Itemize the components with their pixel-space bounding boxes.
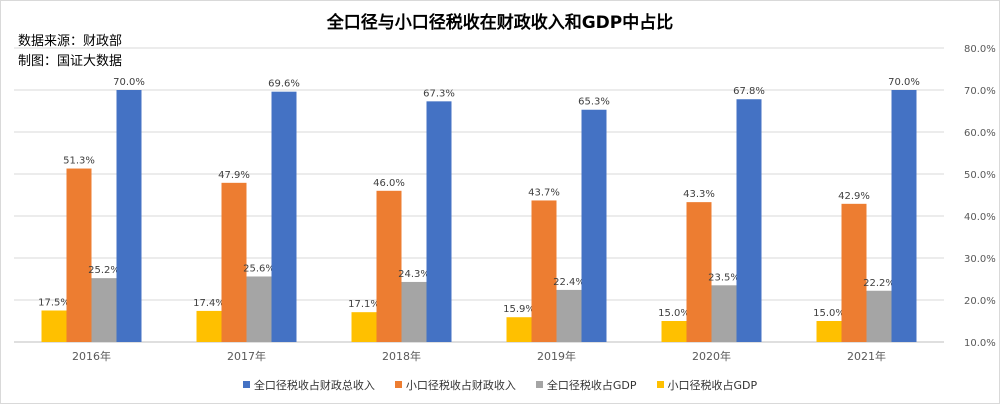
data-label: 42.9% bbox=[838, 191, 870, 202]
legend-swatch bbox=[242, 381, 250, 388]
legend-item: 小口径税收占GDP bbox=[656, 377, 758, 393]
bar bbox=[891, 90, 917, 342]
bar bbox=[271, 91, 297, 343]
y-tick-label: 80.0% bbox=[964, 44, 996, 55]
legend-item: 全口径税收占GDP bbox=[535, 377, 637, 393]
y-tick-label: 50.0% bbox=[964, 170, 996, 181]
x-tick-label: 2016年 bbox=[72, 349, 111, 363]
data-label: 70.0% bbox=[113, 77, 145, 88]
legend-label: 小口径税收占财政收入 bbox=[405, 379, 516, 392]
bar bbox=[246, 276, 272, 342]
y-tick-label: 70.0% bbox=[964, 86, 996, 97]
bar bbox=[221, 182, 247, 342]
data-label: 22.2% bbox=[863, 278, 895, 289]
legend-label: 全口径税收占GDP bbox=[546, 379, 637, 392]
bar bbox=[41, 310, 67, 342]
data-label: 25.6% bbox=[243, 263, 275, 274]
data-source-note: 数据来源：财政部 bbox=[18, 34, 123, 49]
chart-legend: 全口径税收占财政总收入 小口径税收占财政收入 全口径税收占GDP 小口径税收占GDP bbox=[0, 377, 1000, 393]
data-label: 24.3% bbox=[398, 269, 430, 280]
legend-swatch bbox=[535, 381, 543, 388]
data-label: 47.9% bbox=[218, 170, 250, 181]
bar bbox=[401, 281, 427, 342]
data-label: 22.4% bbox=[553, 277, 585, 288]
data-label: 69.6% bbox=[268, 79, 300, 90]
bar bbox=[711, 285, 737, 342]
x-tick-label: 2018年 bbox=[382, 349, 421, 363]
data-label: 17.4% bbox=[193, 298, 225, 309]
bar bbox=[866, 290, 892, 342]
legend-swatch bbox=[394, 381, 402, 388]
bar bbox=[841, 203, 867, 342]
legend-item: 全口径税收占财政总收入 bbox=[242, 377, 375, 393]
bar bbox=[556, 289, 582, 342]
bar bbox=[196, 310, 222, 342]
data-label: 15.0% bbox=[658, 308, 690, 319]
bar bbox=[376, 190, 402, 342]
bar bbox=[506, 317, 532, 342]
data-label: 17.1% bbox=[348, 299, 380, 310]
data-label: 43.7% bbox=[528, 187, 560, 198]
bar bbox=[816, 321, 842, 342]
legend-label: 全口径税收占财政总收入 bbox=[253, 379, 375, 392]
y-tick-label: 30.0% bbox=[964, 254, 996, 265]
bar bbox=[91, 278, 117, 342]
y-tick-label: 40.0% bbox=[964, 212, 996, 223]
bar bbox=[581, 109, 607, 343]
x-tick-label: 2020年 bbox=[692, 349, 731, 363]
bar bbox=[426, 101, 452, 342]
data-label: 67.8% bbox=[733, 86, 765, 97]
x-tick-label: 2021年 bbox=[847, 349, 886, 363]
bar bbox=[736, 99, 762, 343]
data-label: 15.0% bbox=[813, 308, 845, 319]
chart-title: 全口径与小口径税收在财政收入和GDP中占比 bbox=[326, 13, 674, 33]
data-label: 15.9% bbox=[503, 304, 535, 315]
bar bbox=[116, 90, 142, 342]
bar bbox=[686, 202, 712, 342]
legend-swatch bbox=[656, 381, 664, 388]
data-label: 25.2% bbox=[88, 265, 120, 276]
legend-label: 小口径税收占GDP bbox=[667, 379, 758, 392]
data-label: 51.3% bbox=[63, 156, 95, 167]
data-label: 23.5% bbox=[708, 272, 740, 283]
x-tick-label: 2017年 bbox=[227, 349, 266, 363]
bar bbox=[351, 312, 377, 342]
y-tick-label: 20.0% bbox=[964, 296, 996, 307]
data-label: 43.3% bbox=[683, 189, 715, 200]
data-label: 70.0% bbox=[888, 77, 920, 88]
y-tick-label: 60.0% bbox=[964, 128, 996, 139]
data-label: 67.3% bbox=[423, 88, 455, 99]
chart-maker-note: 制图：国证大数据 bbox=[18, 54, 123, 69]
bar bbox=[531, 200, 557, 342]
data-label: 17.5% bbox=[38, 298, 70, 309]
bar bbox=[661, 321, 687, 342]
bar bbox=[66, 168, 92, 342]
data-label: 46.0% bbox=[373, 178, 405, 189]
y-tick-label: 10.0% bbox=[964, 338, 996, 349]
data-label: 65.3% bbox=[578, 97, 610, 108]
legend-item: 小口径税收占财政收入 bbox=[394, 377, 516, 393]
x-tick-label: 2019年 bbox=[537, 349, 576, 363]
